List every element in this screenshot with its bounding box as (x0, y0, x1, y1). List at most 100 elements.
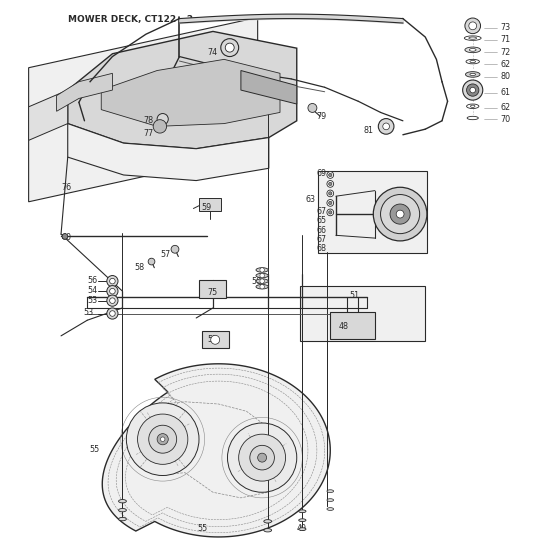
Text: 70: 70 (501, 115, 511, 124)
Text: 59: 59 (202, 203, 212, 212)
Polygon shape (241, 71, 297, 104)
Circle shape (327, 180, 334, 187)
Circle shape (239, 434, 286, 481)
Circle shape (329, 192, 332, 195)
Circle shape (161, 437, 165, 441)
Circle shape (153, 120, 167, 133)
Polygon shape (300, 286, 425, 342)
Ellipse shape (264, 529, 272, 532)
Ellipse shape (465, 72, 480, 77)
Text: 61: 61 (501, 88, 511, 97)
Text: 56: 56 (87, 276, 97, 285)
Ellipse shape (469, 49, 476, 52)
Circle shape (107, 276, 118, 287)
Ellipse shape (264, 520, 272, 523)
Text: 67: 67 (316, 235, 326, 244)
Ellipse shape (327, 499, 334, 502)
Circle shape (138, 414, 188, 464)
Polygon shape (68, 31, 297, 149)
Text: 72: 72 (501, 48, 511, 57)
Circle shape (225, 43, 234, 52)
Circle shape (329, 182, 332, 185)
Bar (330, 312, 375, 339)
Text: 50: 50 (251, 277, 261, 286)
Circle shape (221, 39, 239, 57)
Text: 75: 75 (207, 288, 218, 297)
Circle shape (110, 298, 115, 304)
Polygon shape (101, 59, 280, 127)
Text: 62: 62 (501, 104, 511, 113)
Text: 73: 73 (501, 23, 511, 32)
Ellipse shape (327, 490, 334, 493)
Text: 81: 81 (364, 126, 374, 135)
Text: 49: 49 (297, 524, 307, 533)
Text: 55: 55 (89, 445, 99, 454)
Circle shape (327, 209, 334, 216)
Ellipse shape (119, 508, 127, 512)
Ellipse shape (465, 47, 480, 53)
Circle shape (110, 311, 115, 316)
Circle shape (107, 308, 118, 319)
Circle shape (258, 453, 267, 462)
Circle shape (383, 123, 390, 130)
Ellipse shape (298, 528, 306, 530)
Circle shape (469, 22, 477, 30)
Text: 65: 65 (316, 216, 326, 225)
Text: 69: 69 (316, 169, 326, 179)
Circle shape (327, 190, 334, 197)
Circle shape (327, 199, 334, 206)
Circle shape (148, 258, 155, 265)
Text: 60: 60 (61, 233, 71, 242)
Text: 79: 79 (316, 112, 326, 121)
Polygon shape (68, 124, 269, 180)
Circle shape (149, 425, 176, 453)
Text: 66: 66 (316, 226, 326, 235)
Ellipse shape (119, 517, 127, 521)
Circle shape (466, 84, 479, 96)
Ellipse shape (256, 268, 268, 272)
Circle shape (390, 204, 410, 224)
Circle shape (470, 87, 475, 93)
Circle shape (329, 201, 332, 204)
Circle shape (157, 433, 168, 445)
Circle shape (465, 18, 480, 34)
Polygon shape (102, 364, 330, 537)
Circle shape (463, 80, 483, 100)
Text: MOWER DECK, CT122 – 2: MOWER DECK, CT122 – 2 (68, 15, 193, 24)
Text: 51: 51 (350, 291, 360, 300)
Circle shape (127, 403, 199, 475)
Text: 78: 78 (143, 116, 153, 125)
Circle shape (374, 187, 427, 241)
Circle shape (260, 284, 264, 289)
Circle shape (110, 288, 115, 294)
Bar (318, 170, 427, 253)
Polygon shape (29, 90, 68, 141)
Bar (202, 332, 228, 348)
Text: 63: 63 (305, 195, 315, 204)
Circle shape (260, 279, 264, 283)
Bar (199, 280, 226, 298)
Text: 74: 74 (207, 48, 217, 57)
Text: 76: 76 (61, 183, 71, 192)
Circle shape (381, 194, 419, 234)
Circle shape (107, 295, 118, 306)
Ellipse shape (256, 273, 268, 278)
Text: 67: 67 (316, 207, 326, 216)
Ellipse shape (298, 519, 306, 521)
Circle shape (260, 273, 264, 278)
Text: 53: 53 (83, 309, 94, 318)
Ellipse shape (256, 279, 268, 283)
Circle shape (327, 171, 334, 178)
Circle shape (110, 278, 115, 284)
Ellipse shape (298, 510, 306, 512)
Circle shape (107, 286, 118, 297)
Circle shape (329, 173, 332, 176)
Circle shape (211, 335, 220, 344)
Circle shape (227, 423, 297, 492)
Text: 77: 77 (143, 129, 153, 138)
Text: 55: 55 (197, 524, 208, 533)
Circle shape (329, 211, 332, 214)
Text: 68: 68 (316, 244, 326, 253)
Bar (199, 198, 221, 211)
Text: 48: 48 (339, 322, 349, 331)
